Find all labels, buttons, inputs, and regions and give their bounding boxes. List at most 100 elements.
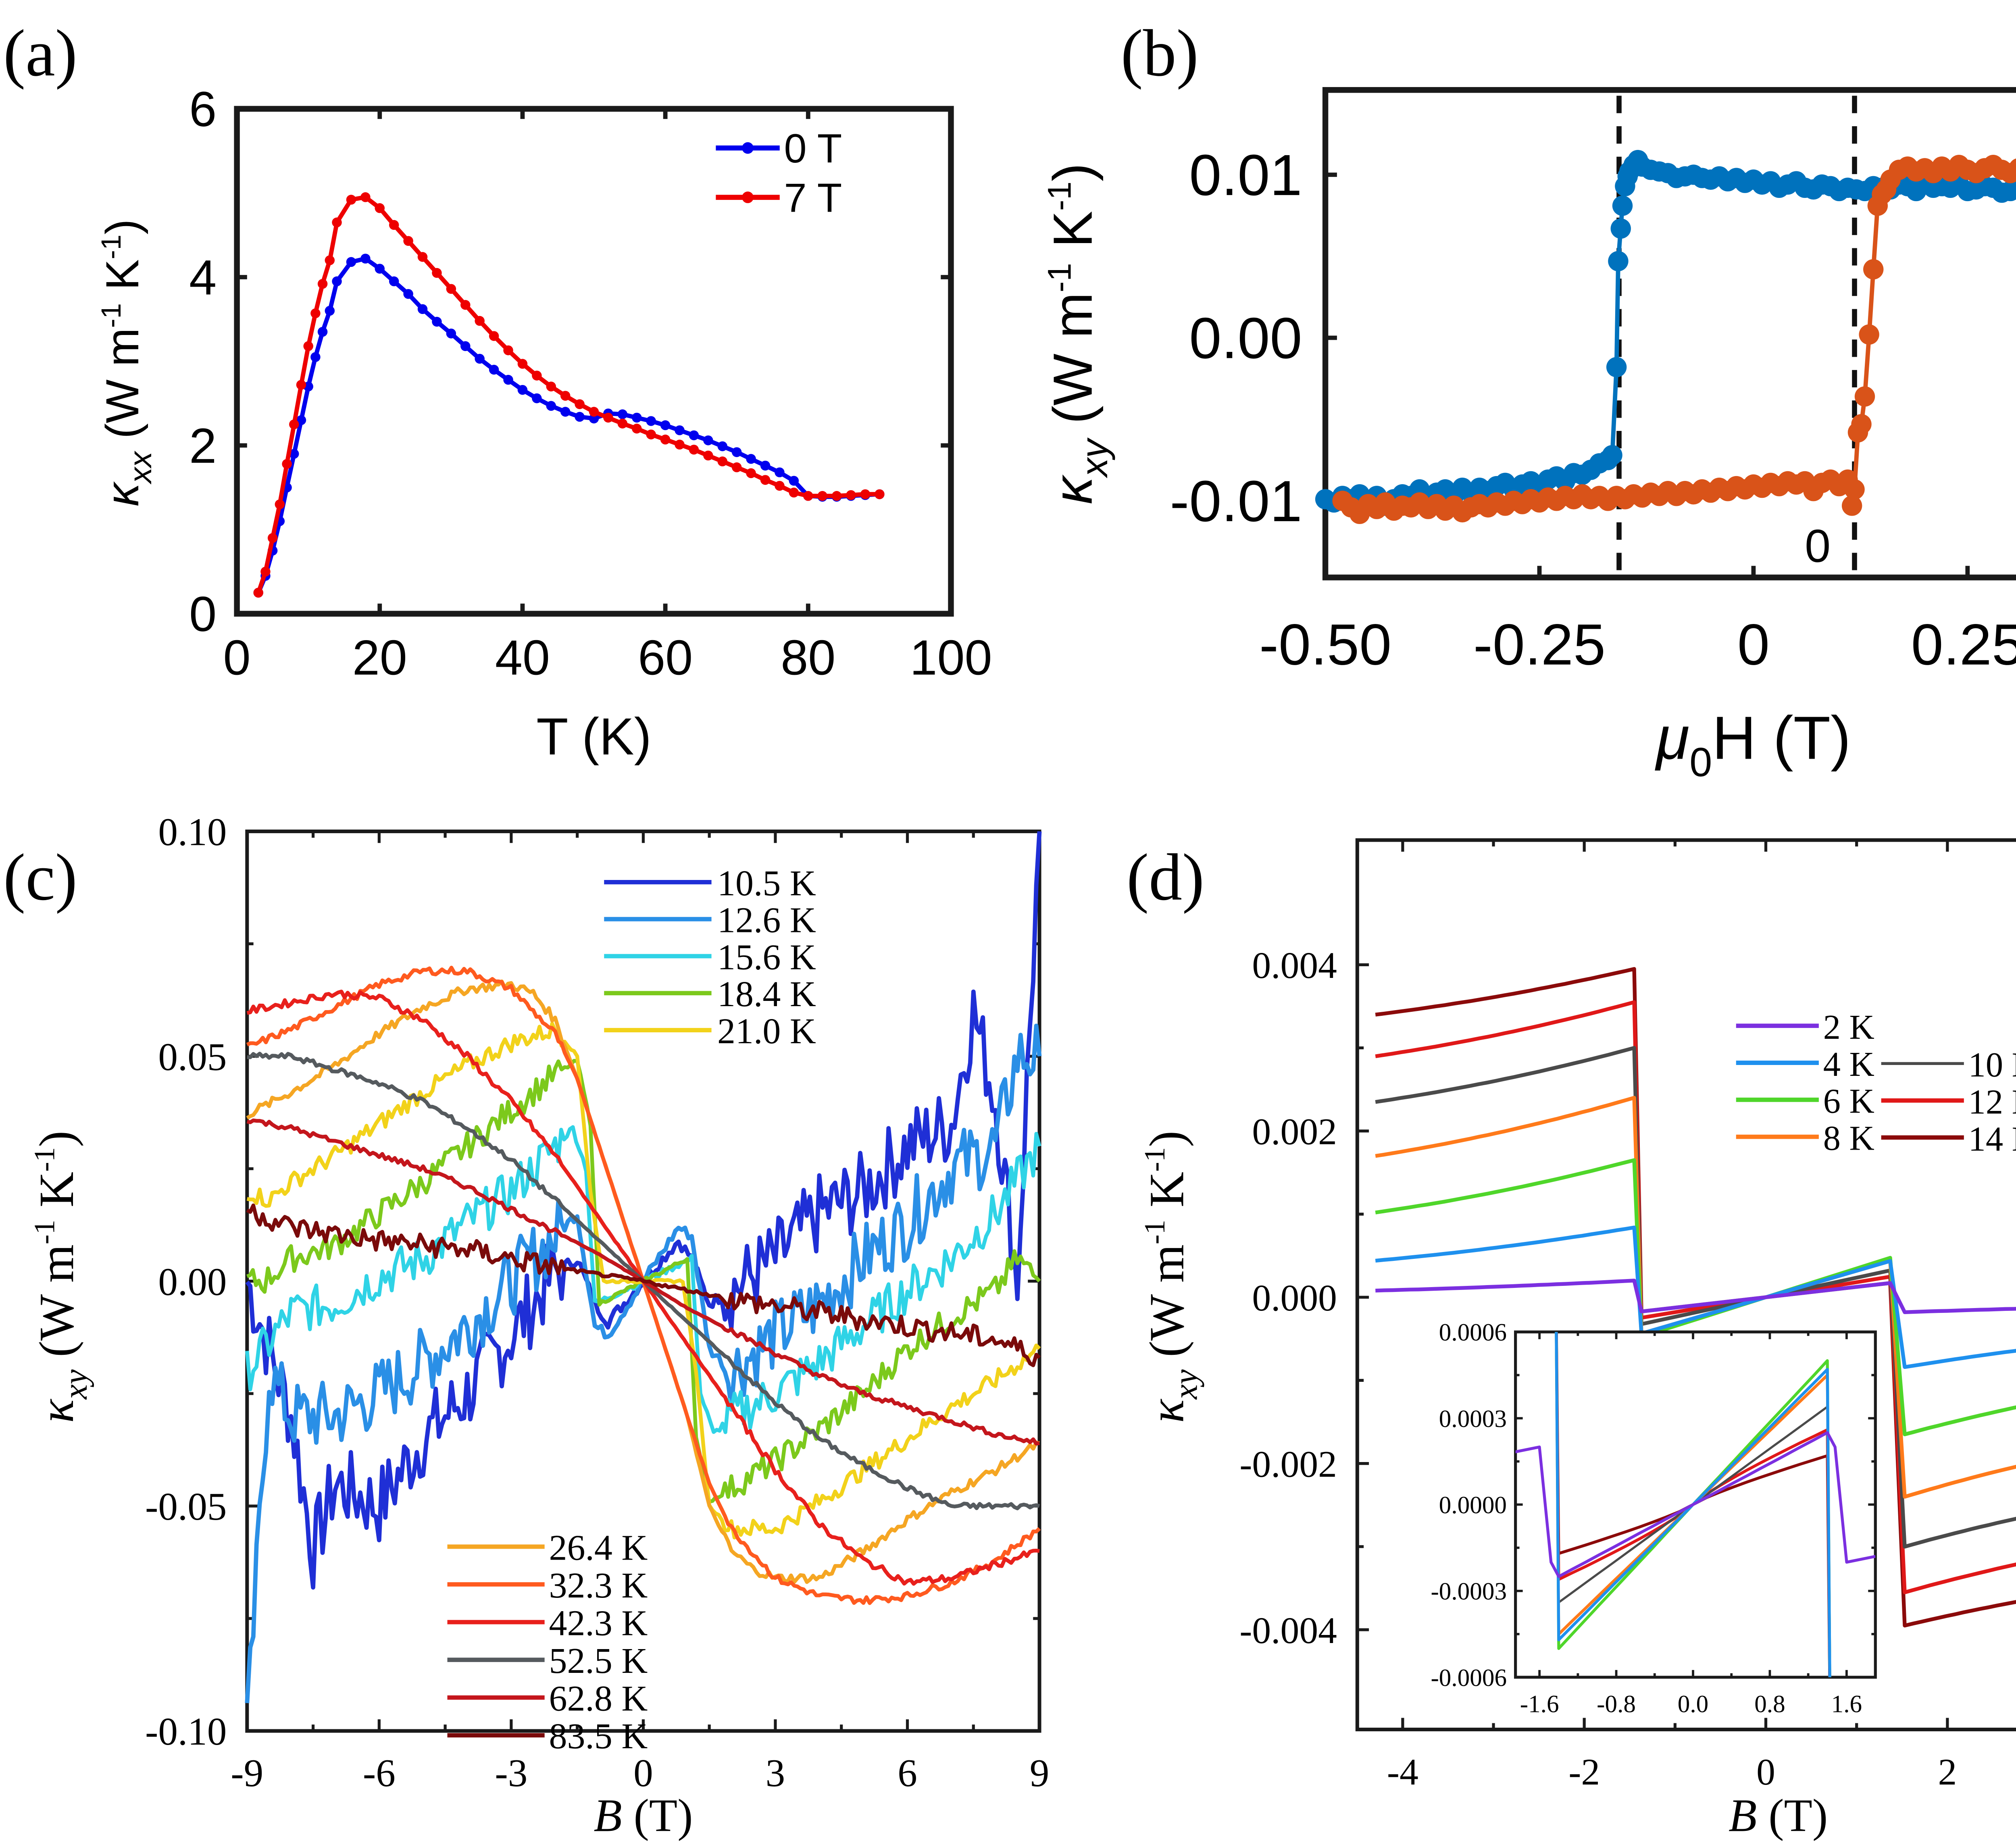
y-tick-label: 0.000 — [1252, 1277, 1337, 1319]
data-point — [517, 385, 528, 395]
data-point — [389, 220, 399, 230]
data-point — [489, 364, 499, 375]
x-axis-label: μ0H (T) — [1654, 704, 1851, 785]
data-point — [403, 289, 413, 299]
data-point — [860, 489, 871, 499]
x-tick-label: 40 — [495, 630, 550, 685]
panel-label-c: (c) — [3, 840, 77, 914]
x-tick-label: 60 — [638, 630, 693, 685]
data-point — [560, 407, 571, 417]
data-point — [375, 264, 385, 274]
data-point — [360, 254, 371, 264]
y-tick-label: 0.002 — [1252, 1111, 1337, 1153]
legend-label: 7 T — [784, 176, 842, 221]
legend-label: 42.3 K — [549, 1603, 648, 1643]
data-point — [746, 454, 756, 464]
legend-label: 21.0 K — [717, 1011, 816, 1051]
data-point — [289, 419, 299, 430]
y-tick-label: 2 — [189, 418, 217, 473]
data-point — [831, 491, 842, 501]
y-tick-label: -0.05 — [145, 1485, 227, 1529]
y-tick-label: 0 — [189, 586, 217, 641]
data-point — [1841, 495, 1862, 516]
data-point — [1851, 414, 1872, 435]
data-point — [746, 468, 756, 478]
legend-label: 12 K — [1968, 1083, 2016, 1121]
x-tick-label: 0.8 — [1754, 1690, 1785, 1718]
data-point — [532, 393, 542, 404]
legend-label: 0 T — [784, 126, 842, 171]
y-tick-label: -0.01 — [1170, 469, 1302, 534]
y-tick-label: 0.00 — [158, 1260, 227, 1304]
data-point — [282, 459, 292, 469]
x-tick-label: 3 — [766, 1751, 785, 1795]
legend-marker — [742, 191, 754, 203]
legend-label: 2 K — [1823, 1008, 1874, 1046]
series-line-sweep-down — [1341, 162, 2016, 517]
data-point — [503, 345, 513, 356]
inset-plot: -1.6 -0.8 0.0 0.8 1.6 -0.0006 -0.0003 0.0000 0.0… — [1431, 1319, 1877, 1718]
legend-label: 6 K — [1823, 1082, 1874, 1121]
data-point — [731, 462, 742, 472]
x-tick-label: 20 — [352, 630, 407, 685]
data-point — [289, 449, 299, 459]
x-tick-label: 0 — [1756, 1751, 1775, 1793]
data-point — [417, 304, 428, 314]
data-point — [1859, 324, 1879, 345]
data-point — [253, 588, 263, 598]
x-tick-label: -2 — [1568, 1751, 1600, 1793]
y-axis-label: κxy (W m-1 K-1) — [1041, 163, 1115, 505]
data-point — [646, 416, 656, 426]
data-point — [432, 268, 442, 278]
y-tick-label: 0.01 — [1189, 143, 1302, 208]
legend-label: 4 K — [1823, 1045, 1874, 1084]
data-point — [317, 327, 328, 337]
y-tick-label: 0.05 — [158, 1035, 227, 1079]
data-point — [703, 450, 713, 461]
y-tick-label: 0.004 — [1252, 945, 1337, 986]
x-tick-label: -3 — [495, 1751, 527, 1795]
legend-marker — [742, 142, 754, 154]
data-point — [1863, 259, 1884, 280]
data-point — [1610, 218, 1631, 239]
data-point — [575, 412, 585, 422]
legend-label: 18.4 K — [717, 974, 816, 1014]
legend-label: 83.5 K — [549, 1716, 648, 1756]
data-point — [389, 276, 399, 287]
data-point — [2009, 158, 2016, 178]
x-tick-label: 0 — [223, 630, 251, 685]
data-point — [546, 381, 556, 392]
annotation-zero: 0 — [1805, 520, 1831, 572]
data-point — [310, 352, 321, 362]
y-axis-label: κxy (W m-1 K-1) — [1138, 1131, 1204, 1423]
x-axis-label: B (T) — [594, 1789, 693, 1841]
series-line-2K — [1375, 1279, 2016, 1314]
data-point — [475, 354, 485, 364]
data-point — [1844, 479, 1865, 500]
data-point — [1602, 445, 1622, 466]
data-point — [546, 401, 556, 411]
data-point — [296, 380, 306, 390]
data-point — [325, 306, 335, 316]
x-tick-label: 0.25 — [1911, 612, 2016, 677]
data-point — [267, 533, 278, 543]
y-tick-label: -0.10 — [145, 1710, 227, 1753]
legend-label: 62.8 K — [549, 1679, 648, 1719]
data-point — [346, 195, 356, 205]
y-axis-label: κxx (W m-1 K-1) — [95, 219, 158, 506]
data-point — [260, 566, 271, 577]
panel-label-d: (d) — [1127, 840, 1204, 914]
data-point — [717, 441, 728, 451]
y-tick-label: 4 — [189, 250, 217, 305]
data-point — [332, 217, 342, 228]
x-tick-label: 0 — [1737, 612, 1770, 677]
x-tick-label: 9 — [1030, 1751, 1050, 1795]
panel-label-b: (b) — [1121, 16, 1199, 90]
data-point — [325, 255, 335, 265]
data-point — [310, 308, 321, 318]
legend-label: 52.5 K — [549, 1641, 648, 1681]
x-tick-label: 2 — [1938, 1751, 1957, 1793]
data-point — [789, 476, 799, 486]
data-point — [603, 412, 613, 423]
